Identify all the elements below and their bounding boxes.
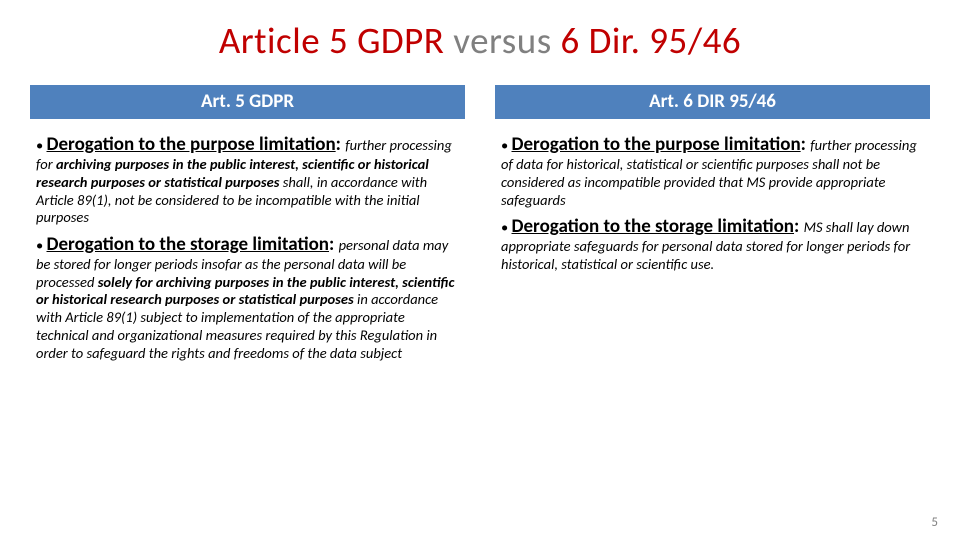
- title-part-2: versus: [453, 18, 551, 63]
- right-column: Art. 6 DIR 95/46 • Derogation to the pur…: [495, 85, 930, 368]
- right-item-2: • Derogation to the storage limitation: …: [501, 215, 924, 274]
- title-part-3: 6 Dir. 95/46: [552, 18, 741, 63]
- left-column: Art. 5 GDPR • Derogation to the purpose …: [30, 85, 465, 368]
- page-number: 5: [931, 515, 938, 530]
- left-item-2: • Derogation to the storage limitation: …: [36, 233, 459, 362]
- right-header: Art. 6 DIR 95/46: [495, 85, 930, 119]
- left-item-1: • Derogation to the purpose limitation: …: [36, 133, 459, 227]
- right-item-1: • Derogation to the purpose limitation: …: [501, 133, 924, 209]
- left-item-2-lead: Derogation to the storage limitation: [47, 233, 330, 256]
- right-item-1-lead: Derogation to the purpose limitation: [512, 133, 801, 156]
- right-body: • Derogation to the purpose limitation: …: [495, 133, 930, 274]
- slide-title: Article 5 GDPR versus 6 Dir. 95/46: [30, 18, 930, 63]
- slide: Article 5 GDPR versus 6 Dir. 95/46 Art. …: [0, 0, 960, 540]
- two-column-layout: Art. 5 GDPR • Derogation to the purpose …: [30, 85, 930, 368]
- left-body: • Derogation to the purpose limitation: …: [30, 133, 465, 362]
- left-item-1-lead: Derogation to the purpose limitation: [47, 133, 336, 156]
- title-part-1: Article 5 GDPR: [219, 18, 453, 63]
- left-header: Art. 5 GDPR: [30, 85, 465, 119]
- left-item-2-tail: personal data may be stored for longer p…: [36, 236, 455, 362]
- right-item-2-lead: Derogation to the storage limitation: [512, 215, 795, 238]
